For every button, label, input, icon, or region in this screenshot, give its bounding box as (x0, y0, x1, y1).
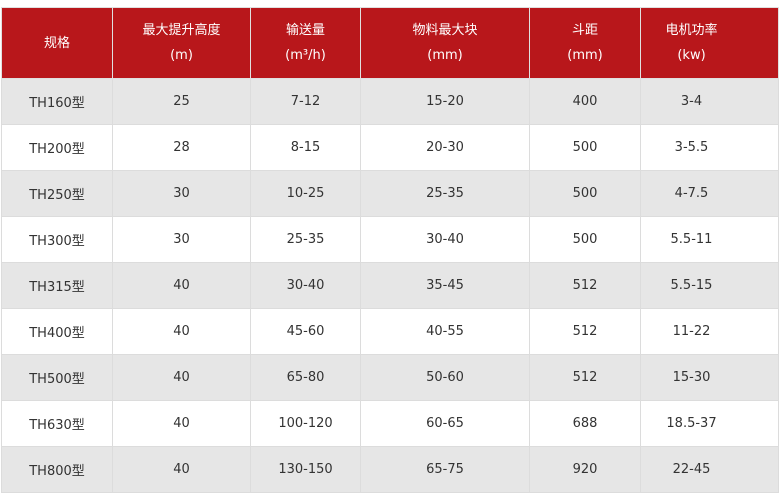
table-row: TH315型 40 30-40 35-45 512 5.5-15 (1, 262, 779, 309)
header-bucket-pitch: 斗距 (mm) (529, 7, 641, 79)
cell-bucket-pitch: 512 (529, 308, 641, 355)
table-row: TH800型 40 130-150 65-75 920 22-45 (1, 446, 779, 493)
header-spec: 规格 (1, 7, 113, 79)
cell-capacity: 7-12 (250, 78, 361, 125)
header-unit: (m) (170, 48, 193, 63)
header-capacity: 输送量 (m³/h) (250, 7, 361, 79)
header-label: 最大提升高度 (142, 23, 221, 38)
header-max-lump: 物料最大块 (mm) (360, 7, 530, 79)
cell-max-lump: 60-65 (360, 400, 530, 447)
cell-lift-height: 40 (112, 262, 251, 309)
header-unit: (mm) (427, 48, 463, 63)
header-motor-power: 电机功率 (kw) (640, 7, 779, 79)
cell-bucket-pitch: 400 (529, 78, 641, 125)
cell-lift-height: 28 (112, 124, 251, 171)
header-unit: (m³/h) (285, 48, 326, 63)
header-unit: (mm) (567, 48, 603, 63)
cell-spec: TH200型 (1, 124, 113, 171)
table-row: TH300型 30 25-35 30-40 500 5.5-11 (1, 216, 779, 263)
cell-capacity: 10-25 (250, 170, 361, 217)
cell-max-lump: 40-55 (360, 308, 530, 355)
header-label: 斗距 (571, 23, 598, 38)
table-row: TH630型 40 100-120 60-65 688 18.5-37 (1, 400, 779, 447)
cell-motor-power: 5.5-11 (640, 216, 779, 263)
table-row: TH400型 40 45-60 40-55 512 11-22 (1, 308, 779, 355)
header-label: 规格 (43, 35, 70, 51)
cell-bucket-pitch: 512 (529, 262, 641, 309)
cell-capacity: 45-60 (250, 308, 361, 355)
cell-bucket-pitch: 500 (529, 124, 641, 171)
cell-spec: TH160型 (1, 78, 113, 125)
cell-spec: TH250型 (1, 170, 113, 217)
cell-motor-power: 5.5-15 (640, 262, 779, 309)
cell-bucket-pitch: 500 (529, 170, 641, 217)
header-lift-height: 最大提升高度 (m) (112, 7, 251, 79)
cell-capacity: 25-35 (250, 216, 361, 263)
cell-max-lump: 15-20 (360, 78, 530, 125)
cell-spec: TH300型 (1, 216, 113, 263)
cell-capacity: 100-120 (250, 400, 361, 447)
cell-motor-power: 11-22 (640, 308, 779, 355)
table-row: TH500型 40 65-80 50-60 512 15-30 (1, 354, 779, 401)
header-label: 输送量 (285, 23, 325, 38)
cell-spec: TH630型 (1, 400, 113, 447)
cell-motor-power: 3-5.5 (640, 124, 779, 171)
cell-lift-height: 40 (112, 446, 251, 493)
cell-capacity: 65-80 (250, 354, 361, 401)
cell-capacity: 130-150 (250, 446, 361, 493)
table-row: TH160型 25 7-12 15-20 400 3-4 (1, 78, 779, 125)
cell-motor-power: 3-4 (640, 78, 779, 125)
cell-spec: TH800型 (1, 446, 113, 493)
cell-max-lump: 30-40 (360, 216, 530, 263)
cell-lift-height: 30 (112, 216, 251, 263)
table-row: TH200型 28 8-15 20-30 500 3-5.5 (1, 124, 779, 171)
cell-bucket-pitch: 920 (529, 446, 641, 493)
cell-spec: TH400型 (1, 308, 113, 355)
cell-motor-power: 22-45 (640, 446, 779, 493)
cell-motor-power: 4-7.5 (640, 170, 779, 217)
cell-spec: TH500型 (1, 354, 113, 401)
spec-table: 规格 最大提升高度 (m) 输送量 (m³/h) 物料最大块 (mm) 斗距 (mm) … (1, 7, 779, 493)
cell-lift-height: 30 (112, 170, 251, 217)
header-row: 规格 最大提升高度 (m) 输送量 (m³/h) 物料最大块 (mm) 斗距 (mm) … (1, 7, 779, 79)
cell-bucket-pitch: 688 (529, 400, 641, 447)
cell-lift-height: 40 (112, 400, 251, 447)
cell-lift-height: 40 (112, 354, 251, 401)
cell-capacity: 30-40 (250, 262, 361, 309)
cell-motor-power: 18.5-37 (640, 400, 779, 447)
cell-max-lump: 25-35 (360, 170, 530, 217)
cell-bucket-pitch: 512 (529, 354, 641, 401)
header-unit: (kw) (677, 48, 706, 63)
header-label: 电机功率 (665, 23, 718, 38)
cell-spec: TH315型 (1, 262, 113, 309)
table-row: TH250型 30 10-25 25-35 500 4-7.5 (1, 170, 779, 217)
cell-lift-height: 25 (112, 78, 251, 125)
cell-bucket-pitch: 500 (529, 216, 641, 263)
cell-max-lump: 65-75 (360, 446, 530, 493)
cell-max-lump: 35-45 (360, 262, 530, 309)
cell-motor-power: 15-30 (640, 354, 779, 401)
header-label: 物料最大块 (412, 23, 478, 38)
cell-max-lump: 50-60 (360, 354, 530, 401)
cell-capacity: 8-15 (250, 124, 361, 171)
cell-lift-height: 40 (112, 308, 251, 355)
cell-max-lump: 20-30 (360, 124, 530, 171)
